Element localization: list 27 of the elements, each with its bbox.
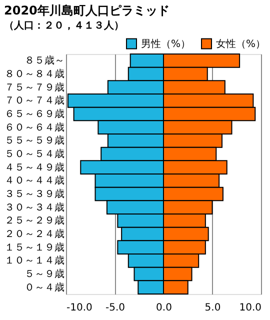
y-tick-label: ６５～６９歳 [4, 108, 64, 120]
y-tick-label: ７５～７９歳 [4, 81, 64, 94]
y-tick-label: ２５～２９歳 [4, 214, 64, 227]
x-tick-label: 0.0 [156, 302, 172, 314]
y-tick-label: ５０～５４歳 [4, 148, 64, 160]
y-tick-label: ０～４歳 [24, 281, 64, 294]
y-tick-label: ８０～８４歳 [4, 68, 64, 80]
y-tick-label: ５～９歳 [24, 268, 64, 280]
y-tick-label: ８５歳～ [24, 54, 64, 67]
y-tick-label: ４０～４４歳 [4, 174, 64, 187]
x-tick-label: -5.0 [105, 302, 126, 314]
x-tick-label: -10.0 [66, 302, 92, 314]
y-tick-label: ３０～３４歳 [4, 201, 64, 214]
y-tick-label: ２０～２４歳 [4, 228, 64, 240]
y-tick-label: １０～１４歳 [4, 254, 64, 267]
y-tick-label: ４５～４９歳 [4, 161, 64, 174]
y-tick-label: ５５～５９歳 [4, 134, 64, 147]
legend-label: 女性（%） [216, 38, 266, 50]
x-tick-label: 10.0 [239, 302, 262, 314]
legend-label: 男性（%） [141, 38, 191, 50]
y-tick-label: １５～１９歳 [4, 241, 64, 254]
y-tick-label: ３５～３９歳 [4, 188, 64, 200]
x-tick-label: 5.0 [204, 302, 221, 314]
y-tick-label: ７０～７４歳 [4, 94, 64, 107]
chart-subtitle: （人口：２０，４１３人） [4, 20, 124, 32]
chart-title: 2020年川島町人口ピラミッド [4, 4, 170, 18]
y-tick-label: ６０～６４歳 [4, 121, 64, 134]
